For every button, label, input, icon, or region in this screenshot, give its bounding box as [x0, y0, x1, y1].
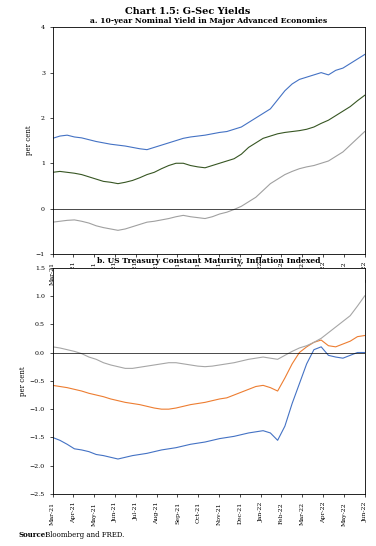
Y-axis label: per cent: per cent — [19, 366, 27, 396]
Title: a. 10-year Nominal Yield in Major Advanced Economies: a. 10-year Nominal Yield in Major Advanc… — [90, 17, 327, 25]
Legend: US 10-year, UK 10-year, Germany 10-year: US 10-year, UK 10-year, Germany 10-year — [118, 336, 300, 346]
Title: b. US Treasury Constant Maturity, Inflation Indexed: b. US Treasury Constant Maturity, Inflat… — [97, 257, 320, 265]
Y-axis label: per cent: per cent — [25, 126, 33, 156]
Text: Bloomberg and FRED.: Bloomberg and FRED. — [43, 531, 124, 539]
Text: Chart 1.5: G-Sec Yields: Chart 1.5: G-Sec Yields — [125, 7, 251, 16]
Text: Source:: Source: — [19, 531, 49, 539]
